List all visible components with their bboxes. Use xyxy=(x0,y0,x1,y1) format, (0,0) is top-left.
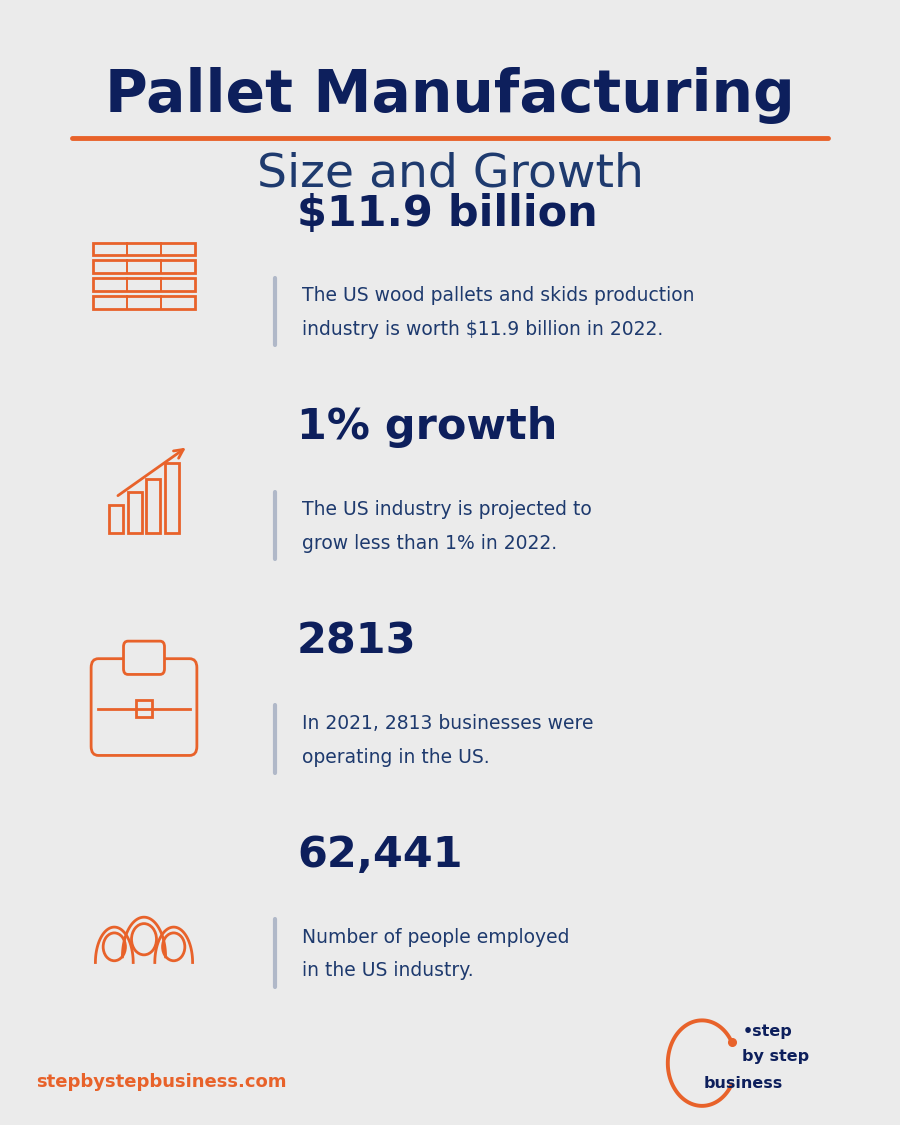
Text: 62,441: 62,441 xyxy=(297,834,463,876)
Text: $11.9 billion: $11.9 billion xyxy=(297,192,598,235)
Text: operating in the US.: operating in the US. xyxy=(302,748,489,766)
Text: by step: by step xyxy=(742,1048,810,1064)
Text: Number of people employed: Number of people employed xyxy=(302,928,569,946)
FancyBboxPatch shape xyxy=(123,641,165,674)
Text: •step: •step xyxy=(742,1024,792,1040)
Text: 2813: 2813 xyxy=(297,620,417,663)
Text: business: business xyxy=(704,1076,783,1091)
Text: Pallet Manufacturing: Pallet Manufacturing xyxy=(105,68,795,124)
Text: The US industry is projected to: The US industry is projected to xyxy=(302,501,591,519)
Text: industry is worth $11.9 billion in 2022.: industry is worth $11.9 billion in 2022. xyxy=(302,321,662,339)
Text: in the US industry.: in the US industry. xyxy=(302,962,473,980)
Text: In 2021, 2813 businesses were: In 2021, 2813 businesses were xyxy=(302,714,593,732)
Text: grow less than 1% in 2022.: grow less than 1% in 2022. xyxy=(302,534,556,552)
Text: The US wood pallets and skids production: The US wood pallets and skids production xyxy=(302,287,694,305)
Text: stepbystepbusiness.com: stepbystepbusiness.com xyxy=(36,1073,286,1091)
Text: Size and Growth: Size and Growth xyxy=(256,152,644,197)
Text: 1% growth: 1% growth xyxy=(297,406,557,449)
